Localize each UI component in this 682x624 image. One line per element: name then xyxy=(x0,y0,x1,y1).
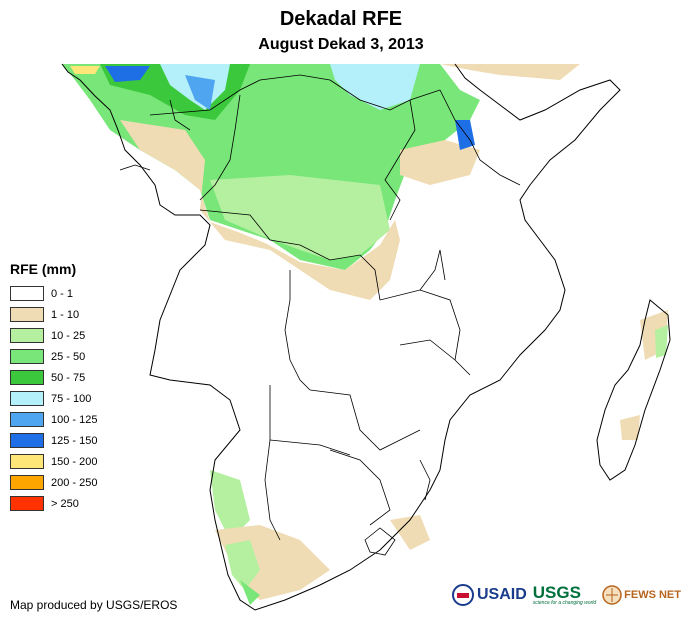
legend-swatch xyxy=(10,475,44,490)
legend-swatch xyxy=(10,349,44,364)
legend-item: 25 - 50 xyxy=(10,346,97,367)
usgs-text: USGS xyxy=(532,583,581,602)
legend-swatch xyxy=(10,454,44,469)
legend-label: 0 - 1 xyxy=(51,287,74,300)
legend-label: 75 - 100 xyxy=(51,392,92,405)
legend-label: 150 - 200 xyxy=(51,455,98,468)
legend-item: > 250 xyxy=(10,493,97,514)
legend-label: 100 - 125 xyxy=(51,413,98,426)
rainfall-shading xyxy=(62,64,668,605)
legend-label: > 250 xyxy=(51,497,79,510)
agency-logos: USAID USGS science for a changing world … xyxy=(452,584,681,606)
fewsnet-globe-icon xyxy=(602,585,622,605)
usgs-tagline: science for a changing world xyxy=(532,600,597,606)
legend-item: 1 - 10 xyxy=(10,304,97,325)
legend-item: 75 - 100 xyxy=(10,388,97,409)
legend-swatch xyxy=(10,328,44,343)
legend-label: 50 - 75 xyxy=(51,371,86,384)
country-borders xyxy=(119,74,521,556)
legend-item: 0 - 1 xyxy=(10,283,97,304)
legend-item: 200 - 250 xyxy=(10,472,97,493)
legend-item: 100 - 125 xyxy=(10,409,97,430)
legend-swatch xyxy=(10,391,44,406)
legend-swatch xyxy=(10,370,44,385)
legend-item: 125 - 150 xyxy=(10,430,97,451)
legend-item: 50 - 75 xyxy=(10,367,97,388)
legend-label: 125 - 150 xyxy=(51,434,98,447)
africa-coastline xyxy=(61,63,621,611)
map-title: Dekadal RFE xyxy=(279,8,403,30)
usgs-logo: USGS science for a changing world xyxy=(533,584,596,606)
legend-swatch xyxy=(10,433,44,448)
usaid-logo: USAID xyxy=(452,584,527,606)
legend-swatch xyxy=(10,286,44,301)
rfe-legend: RFE (mm) 0 - 1 1 - 10 10 - 25 25 - 50 50 - 7… xyxy=(10,261,97,514)
fewsnet-text: FEWS NET xyxy=(624,589,681,601)
legend-swatch xyxy=(10,412,44,427)
map-credit: Map produced by USGS/EROS xyxy=(10,598,178,612)
legend-label: 200 - 250 xyxy=(51,476,98,489)
legend-label: 10 - 25 xyxy=(51,329,86,342)
madagascar-outline xyxy=(596,299,671,481)
map-subtitle: August Dekad 3, 2013 xyxy=(258,36,424,53)
legend-item: 150 - 200 xyxy=(10,451,97,472)
usaid-text: USAID xyxy=(477,586,527,603)
legend-item: 10 - 25 xyxy=(10,325,97,346)
usaid-seal-icon xyxy=(452,584,474,606)
legend-label: 1 - 10 xyxy=(51,308,80,321)
legend-label: 25 - 50 xyxy=(51,350,86,363)
legend-title: RFE (mm) xyxy=(10,261,77,277)
fewsnet-logo: FEWS NET xyxy=(602,585,681,605)
legend-swatch xyxy=(10,307,44,322)
legend-swatch xyxy=(10,496,44,511)
